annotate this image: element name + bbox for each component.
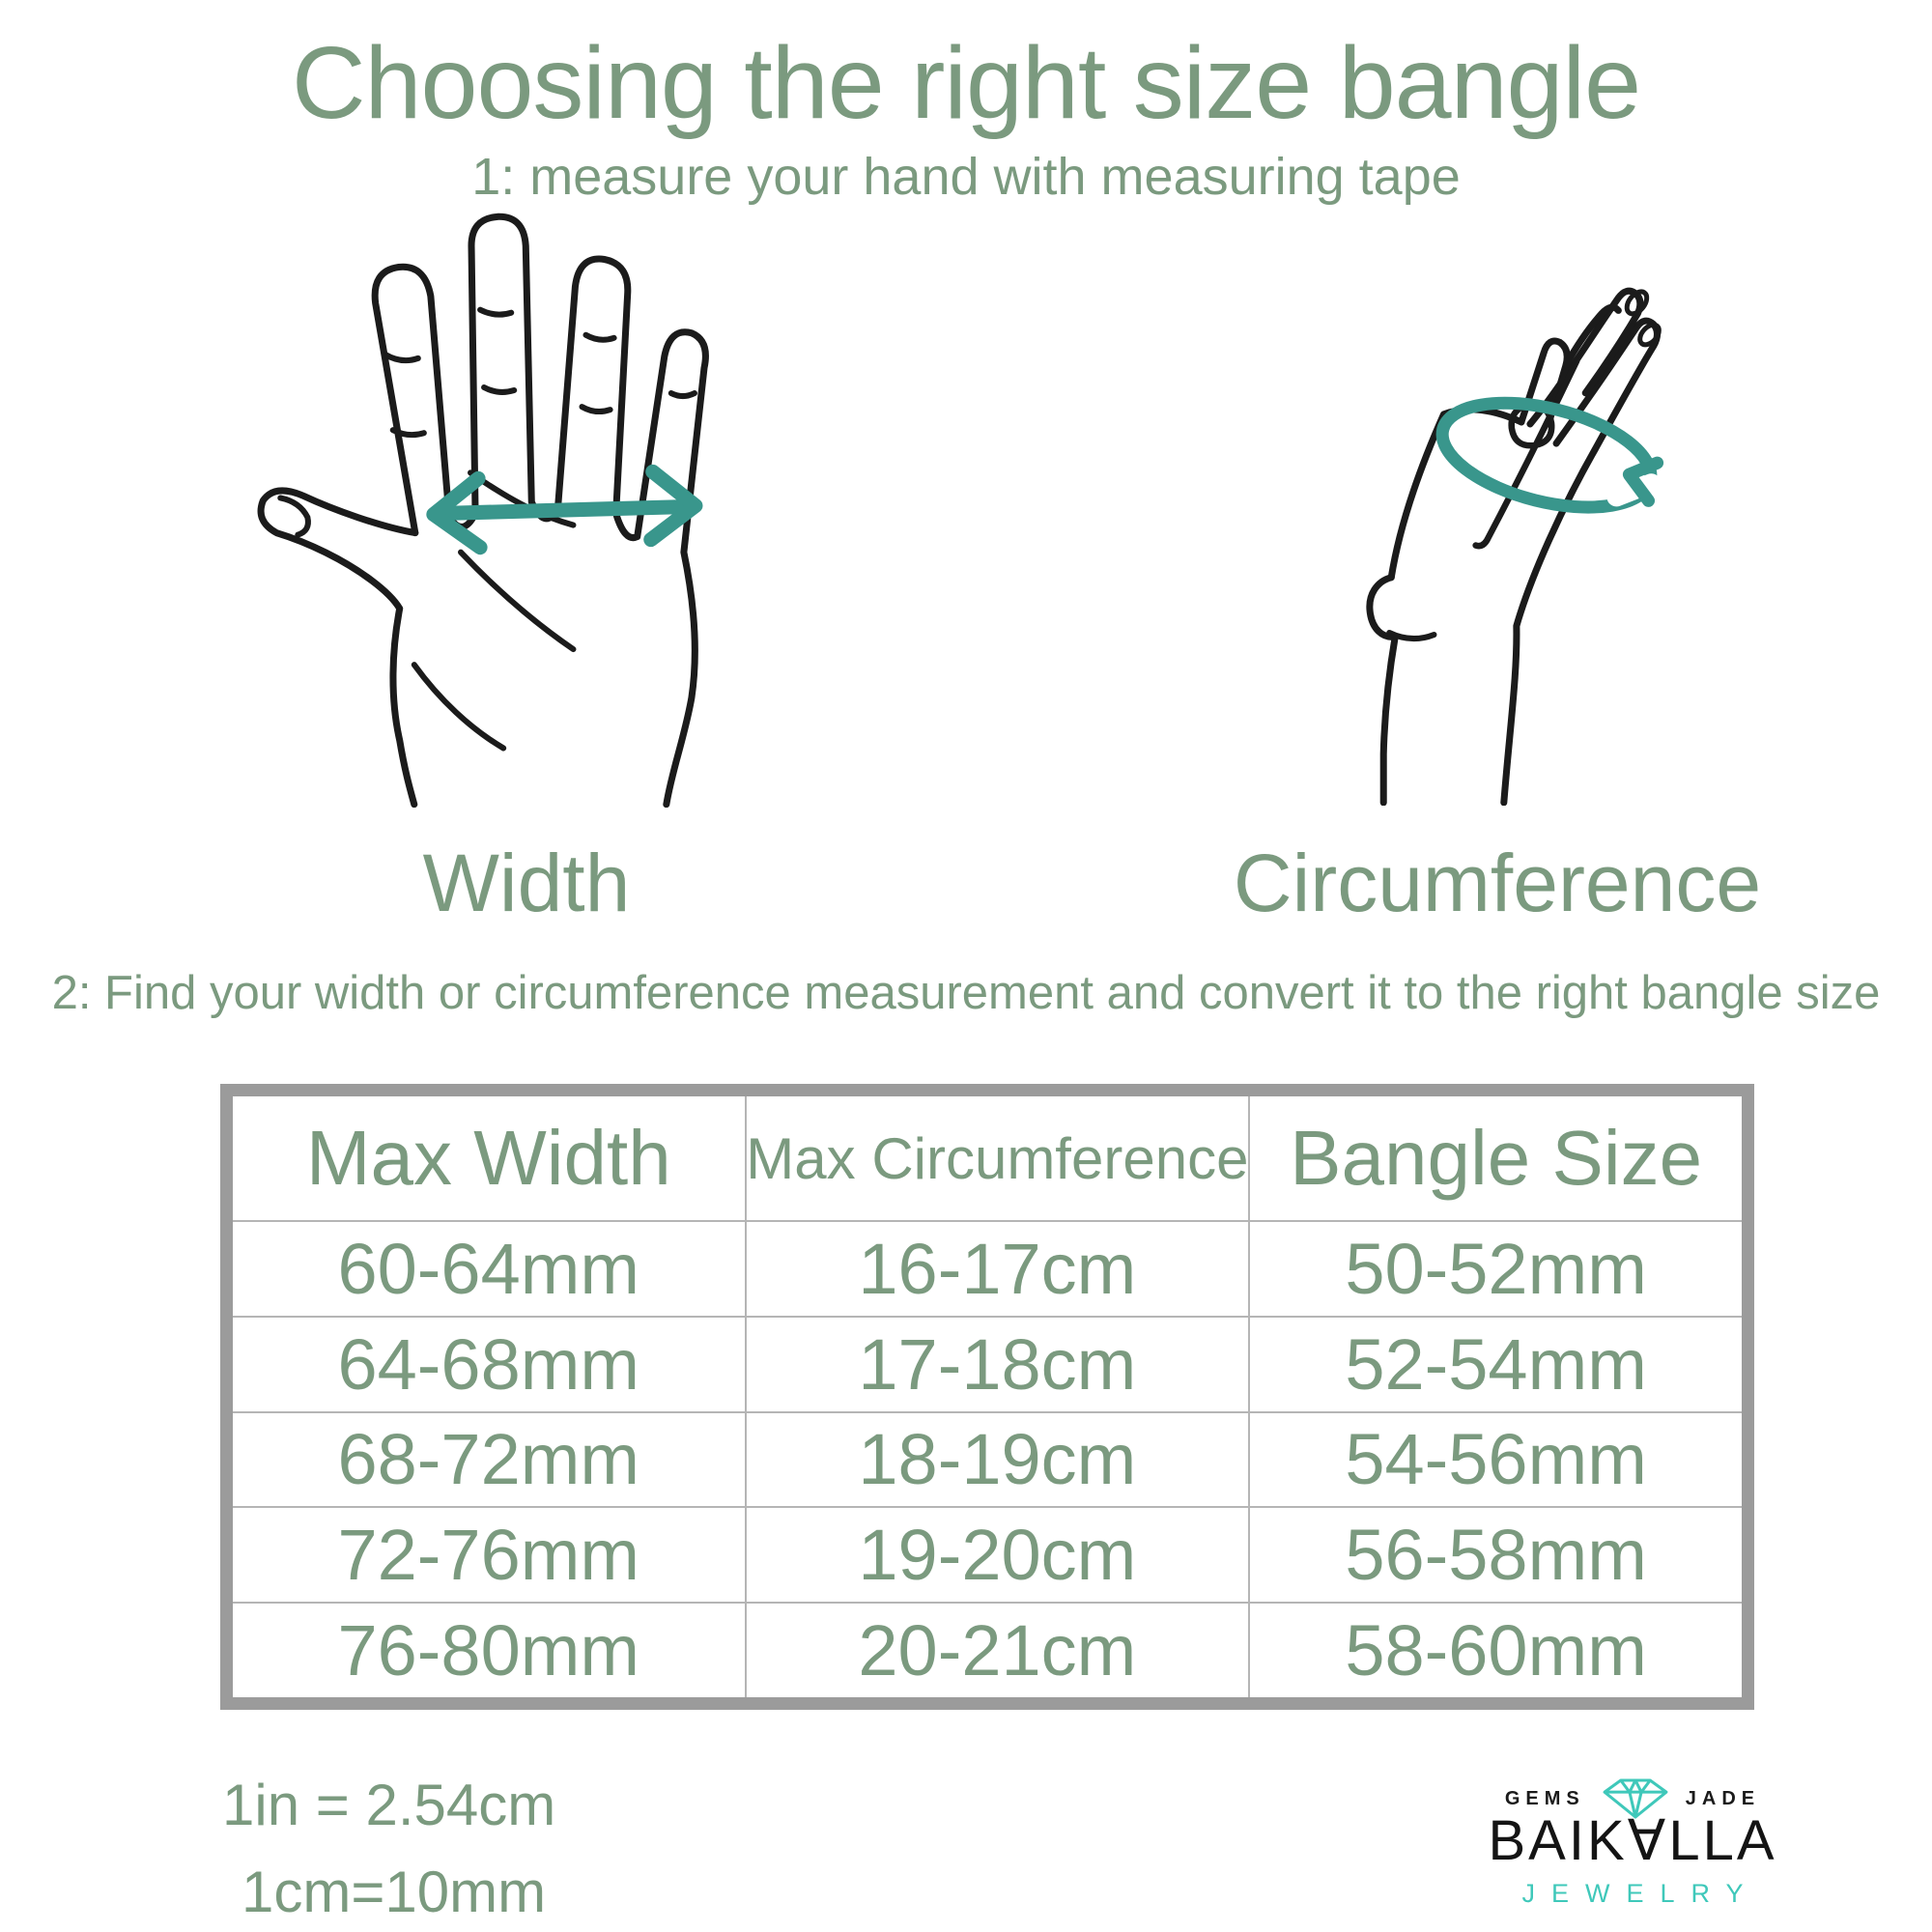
finger-crease: [668, 390, 697, 400]
thumb-outline: [257, 487, 419, 808]
fingernail: [1637, 322, 1662, 348]
baikalla-logo: GEMS JADE BAIK∀LLA JEWELRY: [1441, 1776, 1824, 1909]
logo-gems-text: GEMS: [1504, 1787, 1585, 1809]
table-cell: 58-60mm: [1248, 1602, 1742, 1697]
conversion-note-inch: 1in = 2.54cm: [222, 1773, 556, 1837]
palm-crease: [457, 549, 577, 653]
table-cell: 19-20cm: [744, 1506, 1249, 1603]
table-cell: 54-56mm: [1248, 1410, 1742, 1507]
col-header-max-circumference: Max Circumference: [744, 1096, 1248, 1220]
circumference-ring-icon: [1435, 396, 1664, 514]
logo-jewelry-text: JEWELRY: [1521, 1878, 1760, 1908]
logo-jade-text: JADE: [1685, 1787, 1761, 1809]
page-title: Choosing the right size bangle: [291, 26, 1641, 140]
table-cell: 64-68mm: [233, 1315, 745, 1411]
table-cell: 17-18cm: [744, 1315, 1249, 1411]
heel-wrist-edge: [1366, 574, 1399, 806]
finger-crease: [481, 384, 518, 395]
palm-fold-line: [1472, 357, 1580, 550]
table-cell: 16-17cm: [744, 1220, 1249, 1316]
palm-crease: [411, 662, 507, 752]
size-conversion-table: Max Width Max Circumference Bangle Size …: [220, 1084, 1754, 1710]
ring-finger-hint: [1562, 303, 1622, 369]
step1-instruction: 1: measure your hand with measuring tape: [471, 148, 1461, 206]
col-header-max-width: Max Width: [305, 1115, 671, 1201]
conversion-note-cm: 1cm=10mm: [242, 1860, 547, 1924]
diamond-icon: [1603, 1778, 1668, 1819]
finger-crease: [389, 427, 427, 439]
logo-brand-text: BAIK∀LLA: [1488, 1809, 1777, 1872]
finger-crease: [477, 306, 515, 318]
folded-hand-illustration: [1366, 287, 1664, 806]
thumb-crease: [277, 495, 311, 538]
fingernail: [1624, 289, 1650, 317]
table-cell: 52-54mm: [1248, 1315, 1742, 1411]
hand-outline: [1500, 317, 1662, 806]
table-cell: 18-19cm: [744, 1410, 1249, 1507]
table-cell: 50-52mm: [1248, 1220, 1742, 1316]
circumference-label: Circumference: [1233, 838, 1762, 928]
step2-instruction: 2: Find your width or circumference meas…: [51, 967, 1881, 1019]
table-cell: 76-80mm: [233, 1602, 745, 1697]
finger-crease: [382, 351, 421, 364]
open-hand-illustration: [257, 213, 709, 808]
width-arrow-icon: [426, 464, 703, 555]
table-cell: 72-76mm: [233, 1506, 745, 1602]
col-header-bangle-size: Bangle Size: [1248, 1096, 1742, 1220]
finger-crease: [579, 404, 613, 415]
heel-crease: [1386, 629, 1437, 642]
width-label: Width: [422, 838, 631, 928]
table-cell: 56-58mm: [1248, 1506, 1742, 1603]
finger-crease: [582, 331, 617, 343]
table-cell: 20-21cm: [744, 1602, 1249, 1697]
table-cell: 68-72mm: [233, 1410, 745, 1507]
table-cell: 60-64mm: [233, 1220, 745, 1316]
